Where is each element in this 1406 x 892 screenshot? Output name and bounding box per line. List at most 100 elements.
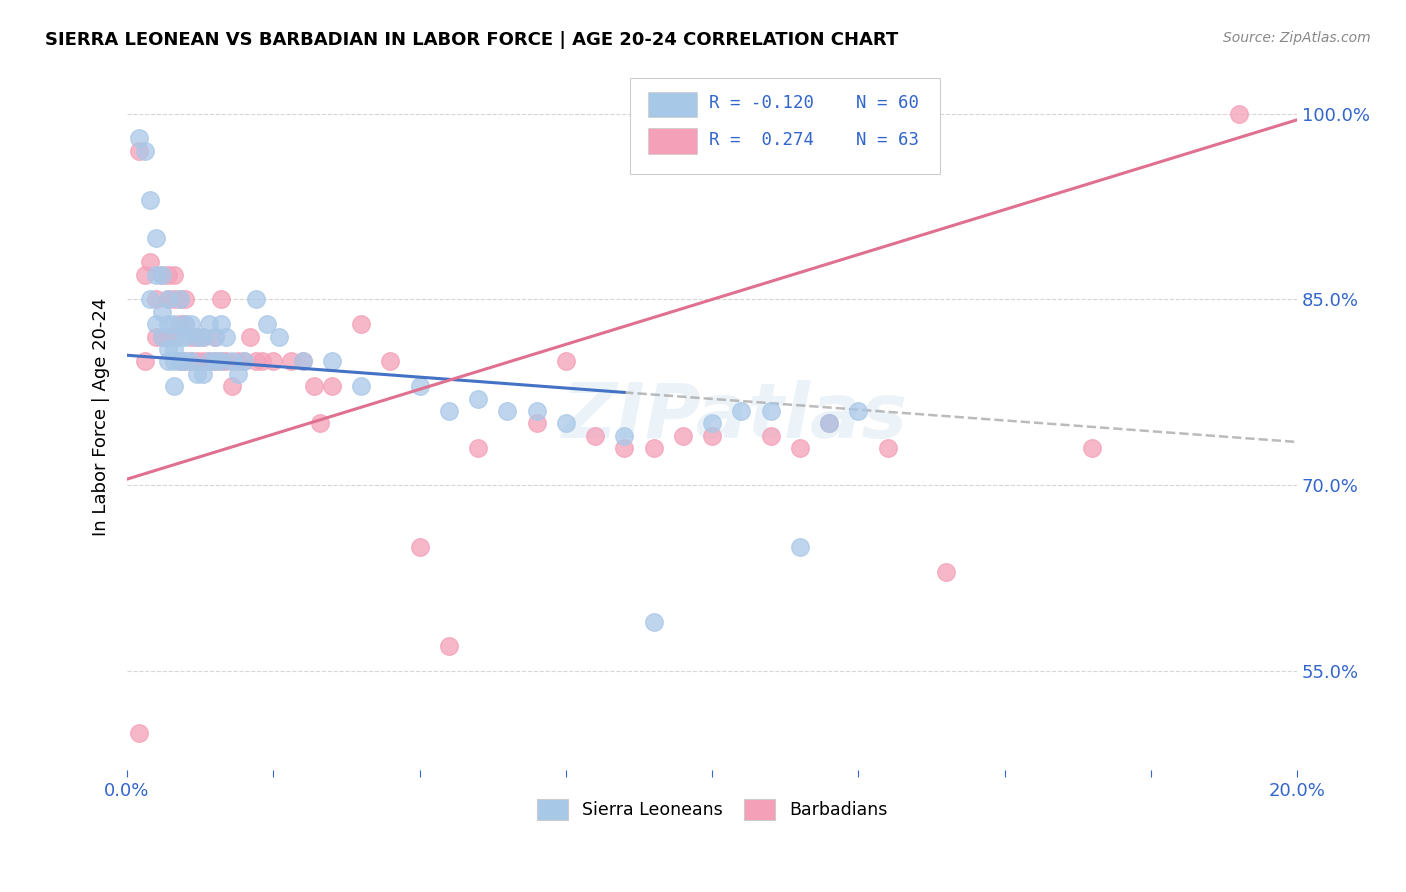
Point (156, 354, 179, 368)
Point (204, 329, 226, 343)
Point (150, 329, 173, 343)
Point (759, 429, 782, 443)
Point (180, 318, 202, 332)
Point (437, 404, 460, 418)
Point (198, 354, 221, 368)
Point (467, 441, 489, 455)
Point (226, 367, 249, 381)
Point (789, 441, 811, 455)
Point (139, 194, 162, 208)
Point (163, 379, 186, 393)
Point (380, 354, 402, 368)
Point (204, 329, 226, 343)
Point (163, 318, 186, 332)
Point (789, 541, 811, 555)
Point (134, 144, 156, 158)
Point (169, 329, 191, 343)
Point (302, 379, 325, 393)
Point (198, 318, 221, 332)
Point (150, 268, 173, 282)
Point (156, 268, 179, 282)
Point (204, 354, 226, 368)
Point (643, 441, 665, 455)
Point (139, 255, 162, 269)
Point (321, 354, 343, 368)
Point (191, 354, 214, 368)
Point (1081, 441, 1104, 455)
Point (583, 429, 606, 443)
Point (150, 305, 173, 319)
Point (408, 541, 430, 555)
Point (350, 318, 373, 332)
Point (128, 144, 150, 158)
Point (215, 354, 238, 368)
Point (700, 429, 723, 443)
Point (191, 367, 214, 381)
Point (209, 354, 232, 368)
Point (174, 354, 197, 368)
Point (233, 354, 256, 368)
Point (309, 417, 332, 431)
Point (215, 329, 238, 343)
FancyBboxPatch shape (648, 128, 697, 153)
Point (174, 293, 197, 307)
Point (759, 404, 782, 418)
Point (204, 354, 226, 368)
Point (876, 441, 898, 455)
Point (321, 379, 343, 393)
Point (174, 318, 197, 332)
Point (174, 354, 197, 368)
Point (191, 329, 214, 343)
Point (180, 354, 202, 368)
Point (467, 392, 489, 406)
Point (186, 329, 208, 343)
Point (128, 131, 150, 145)
Point (191, 329, 214, 343)
Point (209, 318, 232, 332)
Point (280, 354, 302, 368)
Point (1227, 106, 1250, 120)
Text: R =  0.274    N = 63: R = 0.274 N = 63 (709, 130, 918, 149)
Point (846, 404, 869, 418)
Point (145, 268, 167, 282)
Point (186, 329, 208, 343)
Point (250, 354, 273, 368)
Point (198, 354, 221, 368)
Point (169, 354, 191, 368)
Text: ZIPatlas: ZIPatlas (562, 380, 908, 454)
Point (245, 293, 267, 307)
Point (163, 354, 186, 368)
Point (526, 417, 548, 431)
Point (169, 293, 191, 307)
Text: R = -0.120    N = 60: R = -0.120 N = 60 (709, 94, 918, 112)
Point (613, 441, 636, 455)
Point (221, 354, 243, 368)
Point (496, 404, 519, 418)
Point (643, 615, 665, 629)
Text: SIERRA LEONEAN VS BARBADIAN IN LABOR FORCE | AGE 20-24 CORRELATION CHART: SIERRA LEONEAN VS BARBADIAN IN LABOR FOR… (45, 31, 898, 49)
Point (163, 329, 186, 343)
Point (291, 354, 314, 368)
Legend: Sierra Leoneans, Barbadians: Sierra Leoneans, Barbadians (531, 794, 893, 825)
Point (730, 404, 752, 418)
Point (139, 293, 162, 307)
Point (169, 354, 191, 368)
Text: Source: ZipAtlas.com: Source: ZipAtlas.com (1223, 31, 1371, 45)
Point (233, 354, 256, 368)
Point (145, 230, 167, 244)
Point (156, 293, 179, 307)
Point (156, 293, 179, 307)
Point (186, 354, 208, 368)
Point (818, 417, 841, 431)
Point (145, 329, 167, 343)
Point (156, 318, 179, 332)
Point (156, 342, 179, 356)
Point (350, 379, 373, 393)
Point (134, 354, 156, 368)
Point (613, 429, 636, 443)
Point (174, 318, 197, 332)
Point (239, 329, 262, 343)
Point (163, 342, 186, 356)
Point (554, 354, 576, 368)
Point (818, 417, 841, 431)
